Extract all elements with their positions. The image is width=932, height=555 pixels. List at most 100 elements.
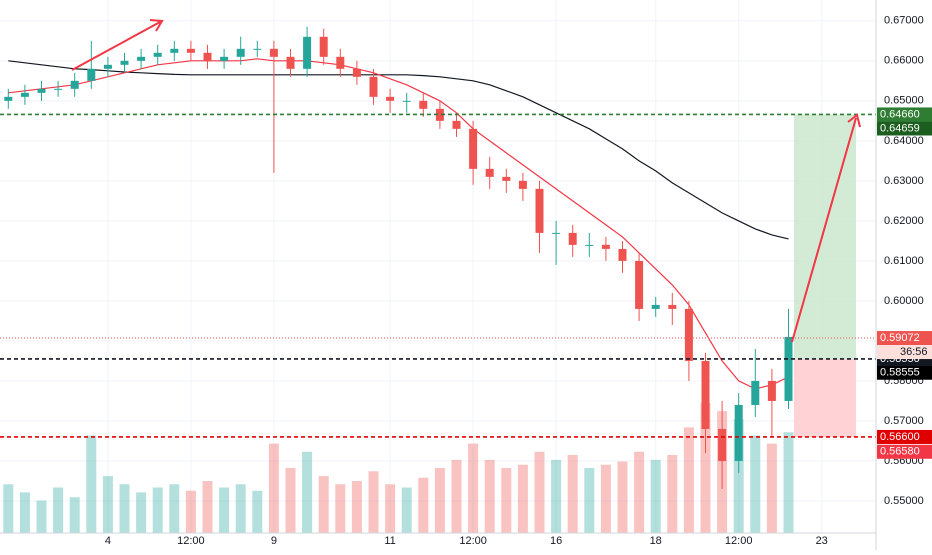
volume-bar <box>169 484 180 533</box>
y-tick-label: 0.57000 <box>884 415 924 427</box>
volume-bar <box>3 484 14 533</box>
countdown-box <box>877 345 932 360</box>
candle-body <box>402 100 411 102</box>
volume-bar <box>102 476 113 533</box>
candle-body <box>336 56 345 69</box>
volume-bar <box>468 443 479 533</box>
volume-bar <box>119 484 130 533</box>
candle-body <box>502 176 511 181</box>
candle-body <box>585 244 594 246</box>
candle-body <box>186 48 195 53</box>
volume-bar <box>617 461 628 533</box>
candle-body <box>253 48 262 50</box>
price-label-box <box>877 429 932 444</box>
volume-bar <box>235 484 246 533</box>
volume-bar <box>584 468 595 533</box>
candle-body <box>668 304 677 309</box>
candle-body <box>651 304 660 309</box>
candle-body <box>352 68 361 77</box>
candle-body <box>303 36 312 69</box>
x-tick-label: 4 <box>105 535 111 547</box>
volume-bar <box>351 481 362 533</box>
price-label: 0.56580 <box>880 446 920 458</box>
candle-body <box>601 244 610 249</box>
y-tick-label: 0.64000 <box>884 135 924 147</box>
y-tick-label: 0.65000 <box>884 95 924 107</box>
candle-body <box>535 188 544 233</box>
volume-bar <box>733 419 744 533</box>
volume-bar <box>136 492 147 533</box>
x-tick-label: 9 <box>271 535 277 547</box>
volume-bar <box>683 427 694 533</box>
y-tick-label: 0.62000 <box>884 215 924 227</box>
candle-body <box>137 56 146 61</box>
candle-body <box>718 428 727 461</box>
candle-body <box>269 48 278 57</box>
volume-bar <box>202 481 213 533</box>
volume-bar <box>766 443 777 533</box>
x-tick-label: 16 <box>550 535 562 547</box>
candle-body <box>54 88 63 90</box>
candle-body <box>170 48 179 53</box>
candle-body <box>286 56 295 69</box>
price-label-box <box>877 331 932 346</box>
candle-body <box>37 88 46 93</box>
candle-body <box>369 76 378 97</box>
volume-bar <box>36 500 47 533</box>
candle-body <box>103 64 112 69</box>
y-tick-label: 0.61000 <box>884 255 924 267</box>
volume-bar <box>335 484 346 533</box>
volume-bar <box>53 487 64 533</box>
candle-body <box>684 308 693 361</box>
candle-body <box>87 68 96 81</box>
volume-bar <box>285 468 296 533</box>
price-label: 0.64660 <box>880 108 920 120</box>
candle-body <box>767 380 776 401</box>
candle-body <box>701 360 710 429</box>
volume-bar <box>567 455 578 533</box>
volume-bar <box>517 464 528 533</box>
volume-bar <box>185 490 196 533</box>
candle-body <box>635 260 644 309</box>
candle-body <box>751 380 760 405</box>
volume-bar <box>600 464 611 533</box>
candle-body <box>419 100 428 109</box>
volume-bar <box>219 487 230 533</box>
volume-bar <box>634 451 645 533</box>
candle-body <box>319 36 328 57</box>
candle-body <box>386 96 395 101</box>
x-tick-label: 23 <box>816 535 828 547</box>
x-tick-label: 12:00 <box>177 535 205 547</box>
y-tick-label: 0.63000 <box>884 175 924 187</box>
volume-bar <box>667 455 678 533</box>
price-label: 0.64659 <box>880 122 920 134</box>
moving-average <box>8 60 789 240</box>
price-label-box <box>877 107 932 122</box>
price-label: 0.59072 <box>880 332 920 344</box>
candle-body <box>552 232 561 234</box>
volume-bar <box>318 476 329 533</box>
volume-bar <box>368 471 379 533</box>
volume-bar <box>401 487 412 533</box>
volume-bar <box>551 459 562 533</box>
volume-bar <box>86 435 97 533</box>
candle-body <box>452 120 461 129</box>
x-tick-label: 18 <box>650 535 662 547</box>
volume-bar <box>252 490 263 533</box>
candle-body <box>435 108 444 121</box>
candle-body <box>568 232 577 245</box>
candle-body <box>469 128 478 169</box>
volume-bar <box>19 492 30 533</box>
volume-bar <box>534 451 545 533</box>
candle-body <box>4 96 13 101</box>
volume-bar <box>750 435 761 533</box>
arrow <box>71 19 164 71</box>
price-label: 0.58555 <box>880 367 920 379</box>
volume-bar <box>302 451 313 533</box>
candle-body <box>784 336 793 401</box>
candle-body <box>485 168 494 177</box>
price-label-box <box>877 121 932 136</box>
candle-body <box>618 248 627 261</box>
